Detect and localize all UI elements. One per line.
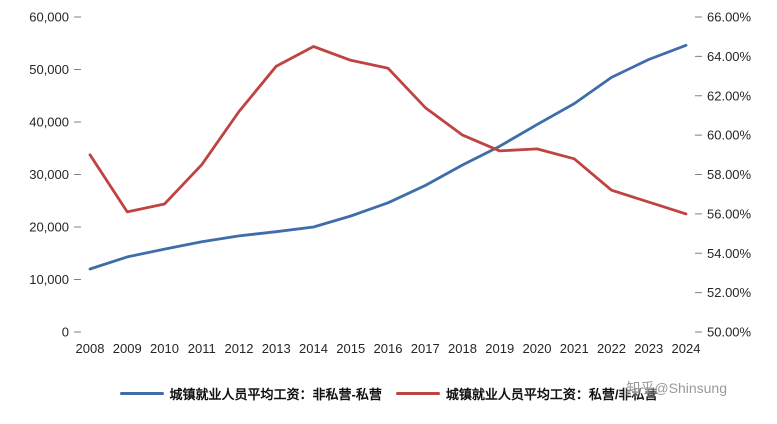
right-axis-tick-label: 64.00% [707,49,752,64]
x-axis-label: 2010 [150,341,179,356]
right-axis-tick-label: 66.00% [707,10,752,25]
right-axis-tick-label: 62.00% [707,88,752,103]
right-axis-tick-label: 56.00% [707,206,752,221]
series-line-1 [88,45,688,216]
x-axis-label: 2024 [672,341,701,356]
chart-legend: 城镇就业人员平均工资：非私营-私营 城镇就业人员平均工资：私营/非私营 [0,384,777,403]
left-axis-tick-label: 50,000 [29,62,69,77]
x-axis-label: 2015 [336,341,365,356]
x-axis-label: 2018 [448,341,477,356]
x-axis-label: 2020 [523,341,552,356]
x-axis-label: 2022 [597,341,626,356]
legend-line-blue-icon [119,391,164,396]
x-axis-label: 2014 [299,341,328,356]
series-line-0 [88,43,688,271]
legend-item-nonprivate-minus-private: 城镇就业人员平均工资：非私营-私营 [119,384,382,403]
x-axis-label: 2008 [76,341,105,356]
left-axis-tick-label: 30,000 [29,167,69,182]
x-axis-label: 2021 [560,341,589,356]
legend-label: 城镇就业人员平均工资：私营/非私营 [445,387,658,402]
x-axis-label: 2012 [225,341,254,356]
right-axis-tick-label: 50.00% [707,325,752,340]
right-axis-tick-label: 54.00% [707,246,752,261]
x-axis-label: 2011 [188,341,216,356]
left-axis-tick-label: 20,000 [29,220,69,235]
right-axis-tick-label: 60.00% [707,128,752,143]
x-axis-label: 2017 [411,341,440,356]
legend-line-red-icon [395,391,440,396]
x-axis-label: 2013 [262,341,291,356]
x-axis-label: 2019 [485,341,514,356]
legend-item-private-over-nonprivate: 城镇就业人员平均工资：私营/非私营 [395,384,658,403]
chart-canvas: 0 10,000 20,000 30,000 40,000 50,000 60,000 50.… [29,10,752,357]
legend-label: 城镇就业人员平均工资：非私营-私营 [169,387,382,402]
left-axis-tick-label: 10,000 [29,272,69,287]
watermark: 知乎@Shinsung [626,380,727,396]
x-axis-label: 2023 [634,341,663,356]
left-axis-tick-label: 60,000 [29,10,69,25]
left-axis-tick-label: 40,000 [29,115,69,130]
right-axis-tick-label: 52.00% [707,285,752,300]
right-axis-tick-label: 58.00% [707,167,752,182]
left-axis-tick-label: 0 [62,325,69,340]
x-axis-label: 2009 [113,341,142,356]
x-axis-label: 2016 [374,341,403,356]
